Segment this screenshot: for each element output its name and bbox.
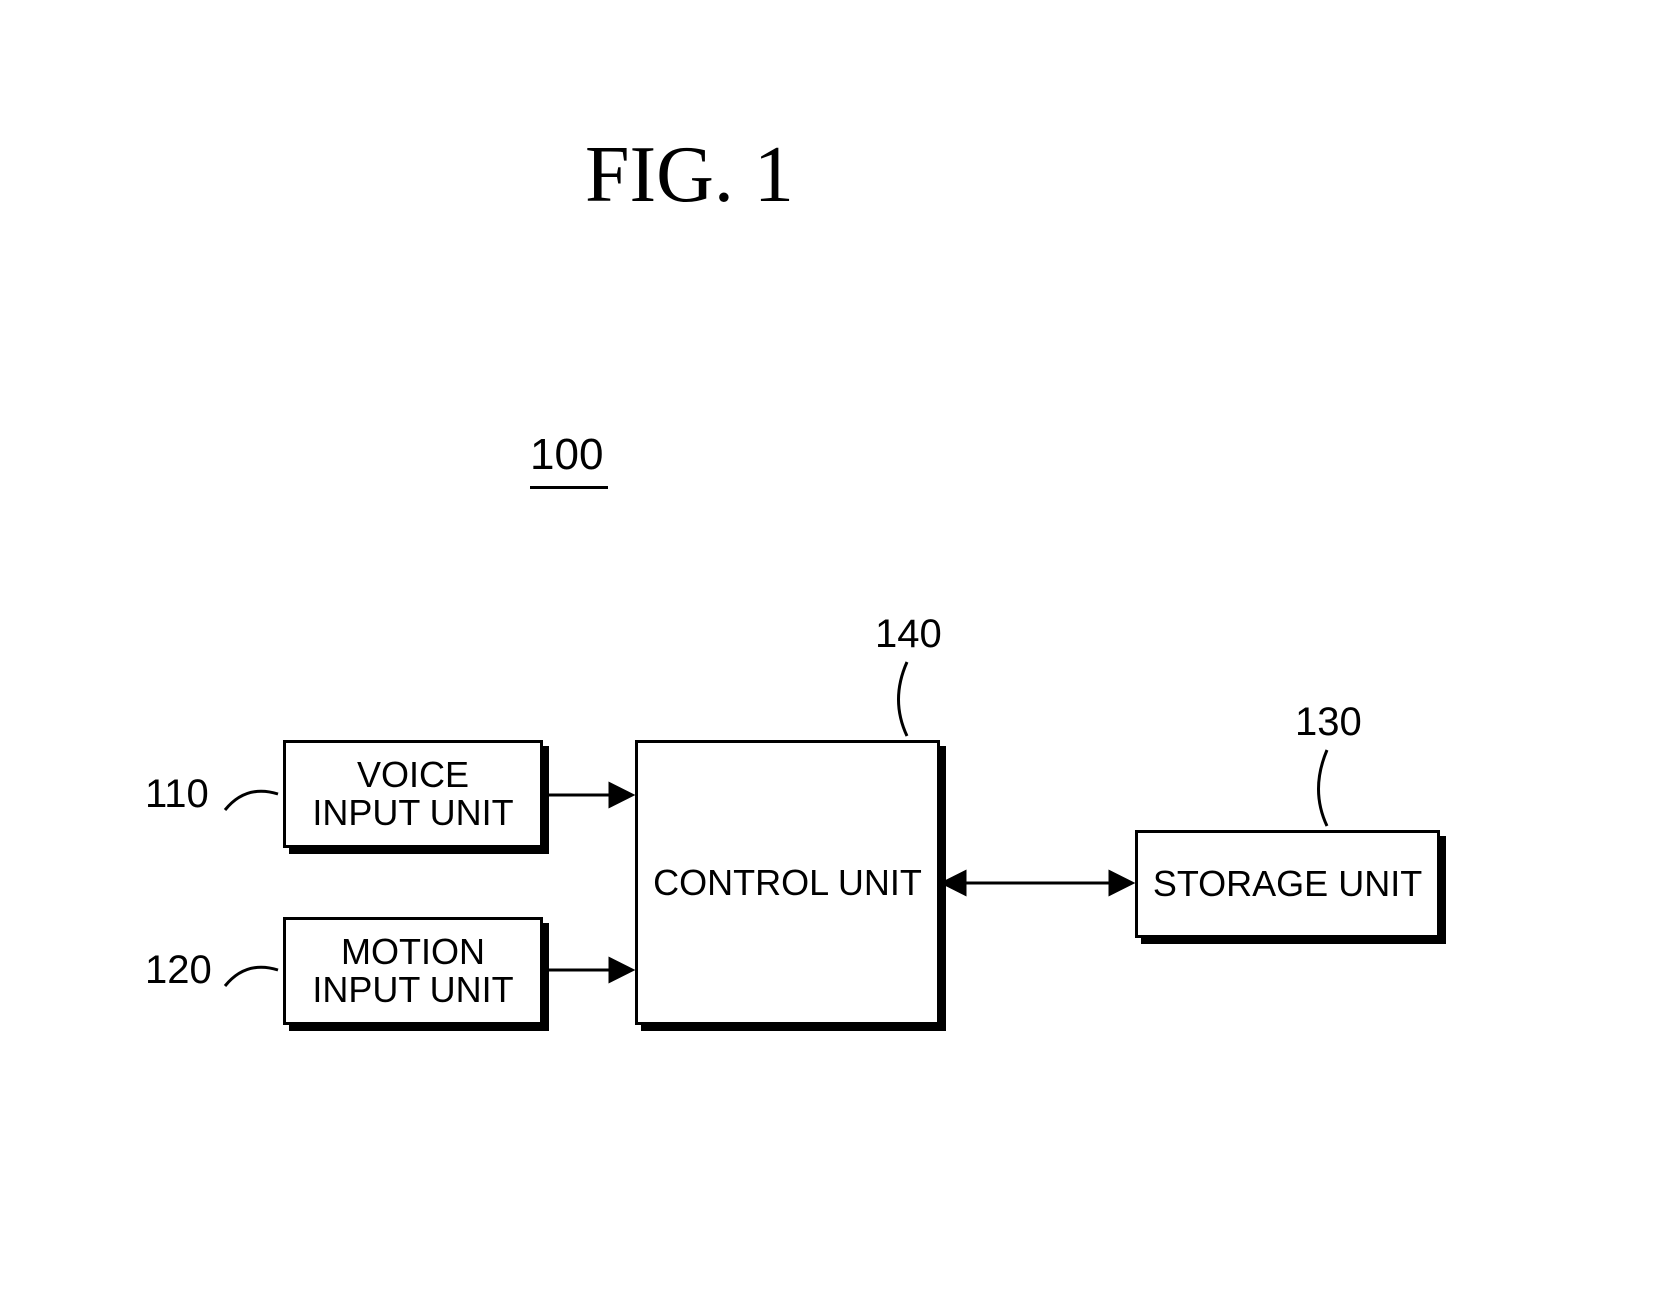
system-ref-label: 100 — [530, 430, 603, 480]
leader-120 — [225, 967, 278, 986]
leader-140 — [899, 662, 908, 736]
ref-140-label: 140 — [875, 612, 942, 657]
ref-120-label: 120 — [145, 948, 212, 993]
voice-input-unit-box: VOICE INPUT UNIT — [283, 740, 543, 848]
system-ref-underline — [530, 486, 608, 489]
ref-130-label: 130 — [1295, 700, 1362, 745]
figure-canvas: FIG. 1 100 VOICE INPUT UNIT MOTION INPUT… — [0, 0, 1675, 1307]
leader-130 — [1319, 750, 1328, 826]
storage-unit-box: STORAGE UNIT — [1135, 830, 1440, 938]
ref-110-label: 110 — [145, 772, 209, 817]
figure-title: FIG. 1 — [585, 130, 794, 221]
control-unit-box: CONTROL UNIT — [635, 740, 940, 1025]
motion-input-unit-box: MOTION INPUT UNIT — [283, 917, 543, 1025]
leader-110 — [225, 791, 278, 810]
connectors-overlay — [0, 0, 1675, 1307]
